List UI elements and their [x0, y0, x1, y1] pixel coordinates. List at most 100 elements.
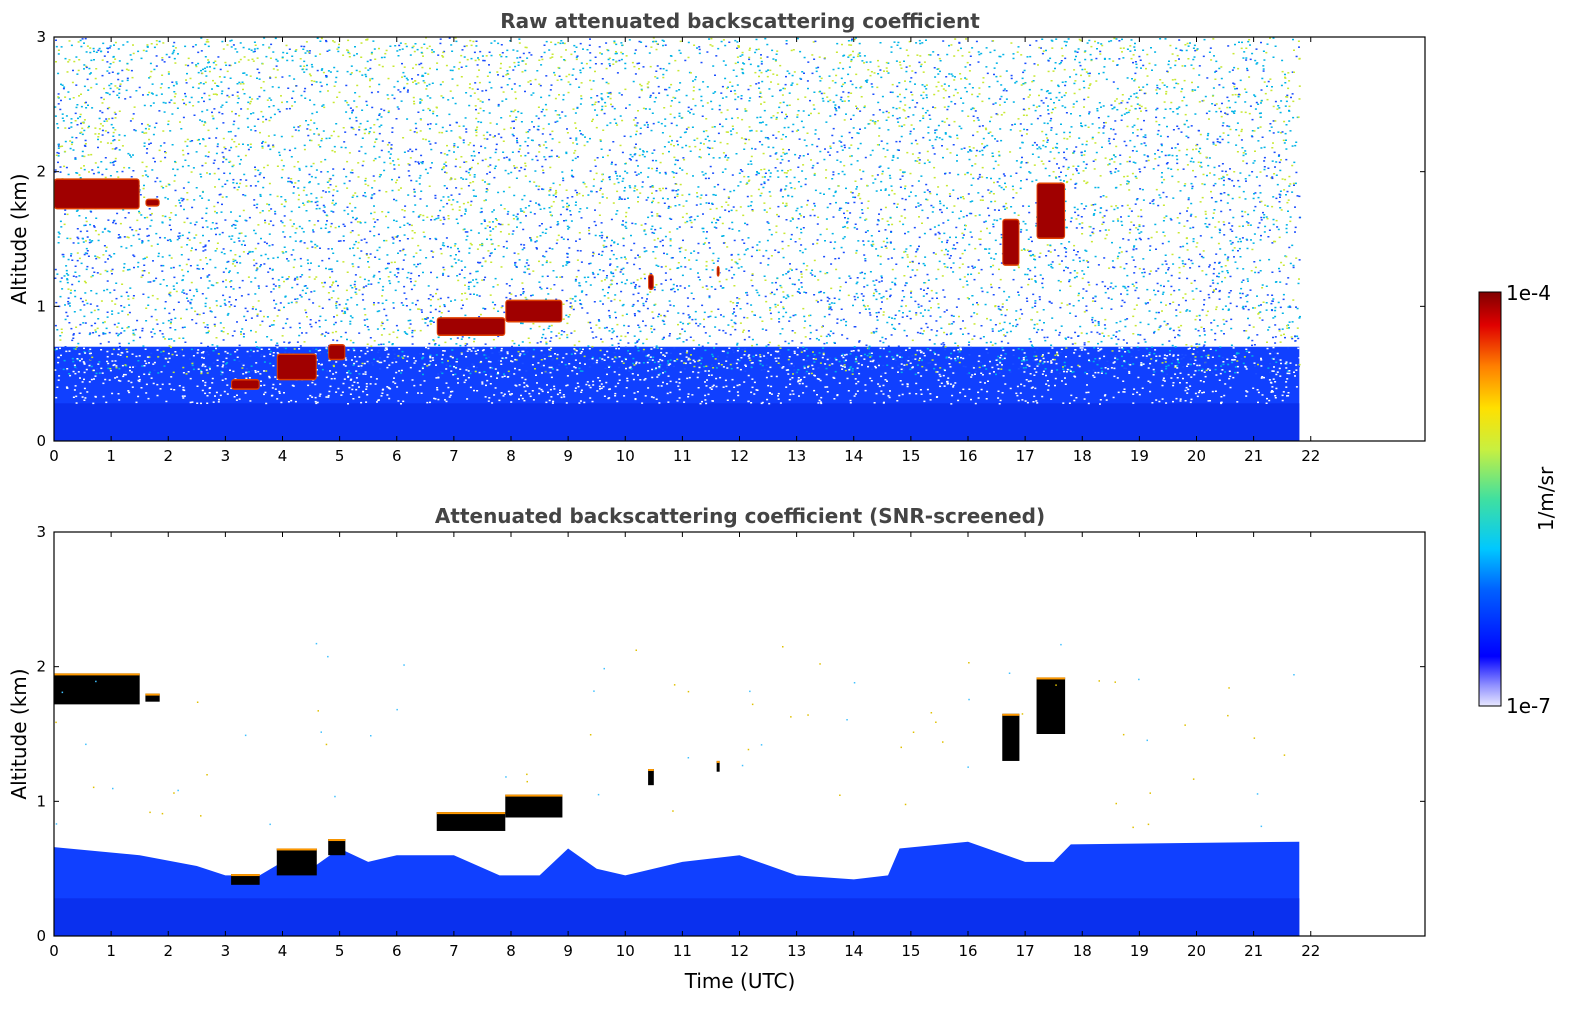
noise-pixel	[878, 144, 880, 146]
noise-pixel	[825, 228, 828, 230]
noise-pixel	[711, 108, 714, 110]
noise-pixel	[1073, 249, 1075, 251]
noise-pixel	[327, 231, 330, 234]
noise-pixel	[785, 176, 788, 178]
noise-pixel	[1036, 144, 1038, 146]
noise-pixel	[463, 161, 466, 163]
noise-pixel	[125, 348, 128, 351]
noise-pixel	[855, 249, 858, 252]
noise-pixel	[667, 362, 670, 364]
noise-pixel	[70, 122, 73, 124]
noise-pixel	[1186, 249, 1189, 251]
noise-pixel	[1109, 158, 1111, 161]
noise-pixel	[884, 156, 887, 158]
noise-pixel	[1195, 148, 1198, 150]
noise-pixel	[709, 165, 712, 168]
noise-pixel	[416, 48, 419, 51]
noise-pixel	[545, 40, 548, 43]
noise-pixel	[148, 143, 151, 145]
noise-pixel	[1259, 311, 1262, 313]
noise-pixel	[1287, 87, 1290, 90]
noise-pixel	[618, 366, 621, 369]
noise-pixel	[1234, 366, 1237, 368]
noise-pixel	[1136, 118, 1139, 120]
noise-pixel	[1298, 98, 1301, 100]
noise-pixel	[746, 317, 749, 319]
noise-pixel	[890, 230, 893, 233]
noise-pixel	[731, 85, 734, 87]
noise-pixel	[702, 174, 705, 176]
noise-pixel	[111, 117, 114, 120]
noise-pixel	[1123, 113, 1126, 115]
noise-pixel	[119, 222, 122, 225]
noise-pixel	[1065, 112, 1068, 114]
noise-pixel	[565, 261, 568, 263]
noise-pixel	[431, 49, 434, 51]
noise-pixel	[1264, 92, 1267, 95]
noise-pixel	[682, 157, 685, 159]
noise-pixel	[1024, 223, 1027, 225]
noise-pixel	[1077, 364, 1080, 367]
noise-pixel	[825, 335, 828, 338]
noise-pixel	[182, 198, 185, 201]
noise-pixel	[1231, 225, 1234, 227]
noise-pixel	[748, 179, 751, 181]
noise-pixel	[294, 277, 297, 280]
noise-pixel	[104, 157, 107, 159]
noise-pixel	[86, 265, 89, 268]
noise-pixel	[414, 160, 417, 163]
noise-pixel	[195, 288, 198, 291]
noise-pixel	[1025, 229, 1028, 231]
noise-pixel	[591, 356, 594, 359]
noise-pixel	[1119, 246, 1122, 249]
noise-pixel	[740, 137, 743, 139]
noise-pixel	[184, 64, 187, 66]
noise-pixel	[609, 316, 611, 319]
noise-pixel	[891, 189, 894, 192]
noise-pixel	[591, 255, 594, 257]
noise-pixel	[782, 133, 785, 136]
noise-pixel	[542, 188, 545, 191]
noise-pixel	[588, 232, 591, 235]
noise-pixel	[275, 344, 278, 347]
noise-pixel	[224, 148, 227, 150]
noise-pixel	[572, 308, 575, 311]
noise-pixel	[970, 108, 973, 111]
noise-pixel	[83, 165, 85, 167]
noise-pixel	[777, 304, 779, 306]
noise-pixel	[929, 228, 932, 231]
noise-pixel	[588, 44, 591, 46]
noise-pixel	[343, 307, 346, 309]
noise-pixel	[161, 57, 164, 59]
noise-pixel	[890, 257, 893, 259]
noise-pixel	[692, 298, 695, 300]
noise-pixel	[697, 252, 700, 254]
noise-pixel	[491, 352, 494, 354]
noise-pixel	[1242, 154, 1245, 157]
noise-pixel	[925, 293, 928, 295]
noise-pixel	[761, 320, 764, 322]
noise-pixel	[1201, 183, 1204, 185]
noise-pixel	[258, 71, 261, 74]
noise-pixel	[189, 289, 192, 291]
noise-pixel	[946, 266, 949, 269]
noise-pixel	[655, 70, 658, 72]
noise-pixel	[1126, 318, 1129, 320]
noise-pixel	[348, 152, 351, 154]
noise-pixel	[785, 219, 788, 221]
noise-pixel	[541, 58, 544, 61]
noise-pixel	[1284, 77, 1287, 79]
noise-pixel	[1120, 220, 1123, 223]
noise-pixel	[694, 78, 697, 81]
noise-pixel	[84, 37, 87, 40]
noise-pixel	[750, 304, 753, 306]
noise-pixel	[252, 60, 255, 62]
noise-pixel	[168, 293, 171, 296]
noise-pixel	[60, 46, 63, 48]
noise-pixel	[261, 320, 264, 323]
noise-pixel	[851, 38, 853, 40]
noise-pixel	[708, 247, 711, 249]
noise-pixel	[718, 104, 721, 107]
noise-pixel	[1182, 168, 1185, 170]
noise-pixel	[569, 214, 572, 216]
